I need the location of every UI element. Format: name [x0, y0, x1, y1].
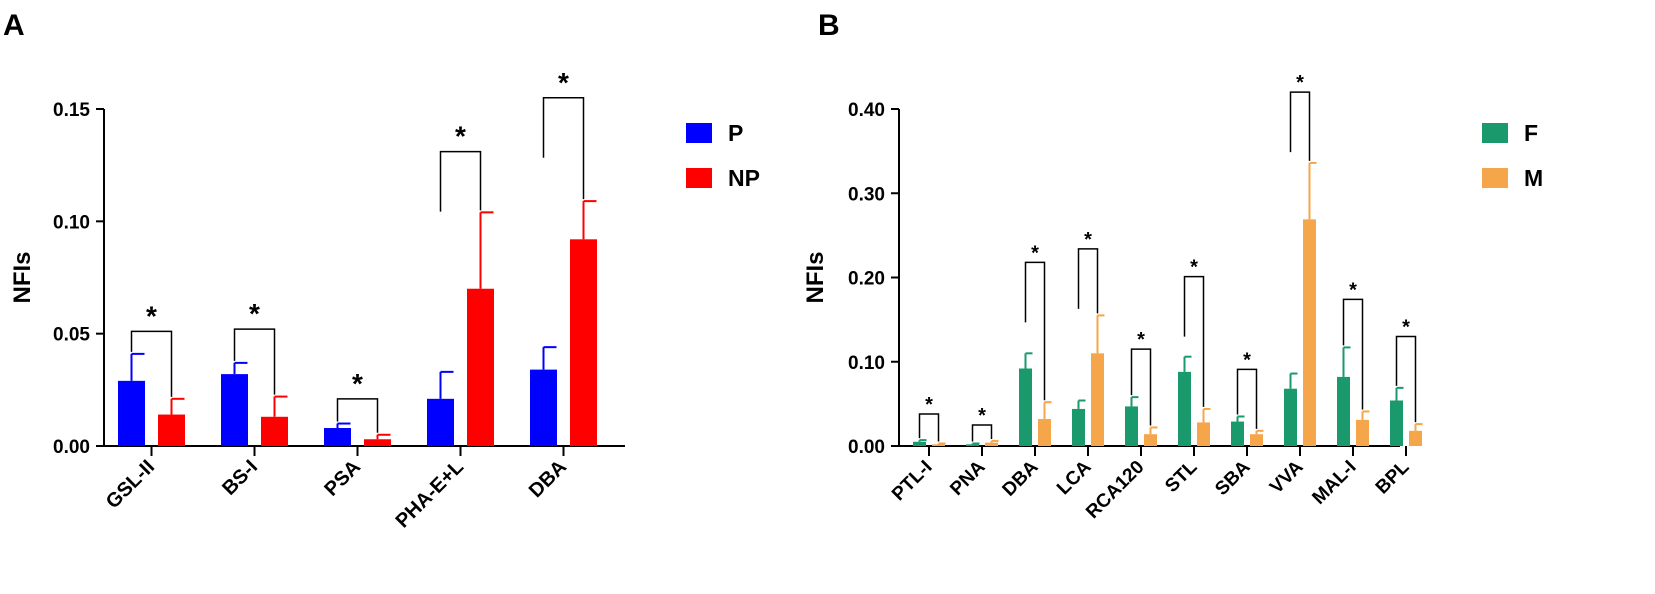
category-label: PSA [320, 456, 365, 501]
bar-np [467, 288, 494, 446]
significance-star: * [1296, 72, 1304, 94]
bar-m [985, 442, 998, 446]
legend-label-np: NP [728, 165, 760, 191]
bar-m [1303, 219, 1316, 446]
y-tick-label: 0.40 [848, 100, 885, 121]
bar-np [570, 239, 597, 446]
significance-bracket [1130, 348, 1152, 426]
category-label: PTL-I [888, 457, 936, 505]
bar-f [1178, 371, 1191, 446]
category-label: MAL-I [1308, 457, 1360, 509]
bar-m [1409, 430, 1422, 446]
significance-star: * [1084, 229, 1092, 251]
bar-f [1390, 400, 1403, 446]
legend-swatch-m [1482, 168, 1508, 188]
bar-m [932, 444, 945, 446]
category-label: SBA [1211, 456, 1254, 499]
bar-f [1337, 376, 1350, 446]
category-label: STL [1161, 456, 1202, 497]
significance-bracket [918, 413, 940, 442]
y-tick-label: 0.20 [848, 269, 885, 290]
y-tick-label: 0.00 [848, 437, 885, 458]
significance-star: * [1031, 242, 1039, 264]
significance-bracket [1236, 368, 1258, 429]
significance-star: * [146, 300, 157, 331]
category-label: BPL [1372, 456, 1414, 498]
significance-bracket [1024, 261, 1046, 401]
significance-bracket [233, 328, 276, 395]
bar-m [1250, 434, 1263, 446]
legend-label-m: M [1524, 165, 1543, 191]
y-tick-label: 0.05 [53, 325, 90, 346]
bar-p [221, 374, 248, 446]
significance-star: * [1243, 349, 1251, 371]
chart-a: 0.00 0.05 0.10 0.15 NFIs GSL-II * BS-I * PSA * PHA-… [9, 67, 760, 533]
bar-f [1284, 388, 1297, 446]
bar-f [1125, 406, 1138, 446]
bar-m [1197, 422, 1210, 446]
significance-star: * [1137, 329, 1145, 351]
bar-m [1038, 419, 1051, 446]
significance-bracket [1289, 91, 1311, 161]
category-label: BS-I [218, 456, 262, 500]
significance-bracket [1395, 335, 1417, 423]
significance-bracket [1183, 275, 1205, 407]
significance-bracket [336, 398, 379, 433]
bar-p [324, 428, 351, 446]
y-tick-label: 0.30 [848, 184, 885, 205]
y-tick-label: 0.10 [53, 212, 90, 233]
legend-swatch-np [686, 168, 712, 188]
panel-label-b: B [818, 9, 840, 42]
legend-label-p: P [728, 120, 743, 146]
category-label: LCA [1053, 456, 1096, 499]
bar-np [261, 416, 288, 446]
bar-p [118, 380, 145, 446]
category-label: PNA [946, 456, 989, 499]
significance-bracket [1342, 298, 1364, 410]
y-axis-title: NFIs [802, 251, 829, 303]
y-tick-label: 0.10 [848, 353, 885, 374]
significance-bracket [1077, 248, 1099, 314]
chart-b: 0.00 0.10 0.20 0.30 0.40 NFIs PTL-I * PNA * DBA * LC… [802, 72, 1543, 523]
significance-bracket [542, 97, 585, 200]
bar-m [1356, 419, 1369, 446]
bar-f [913, 441, 926, 446]
significance-bracket [439, 150, 482, 212]
significance-bracket [130, 330, 173, 397]
legend-swatch-f [1482, 123, 1508, 143]
category-label: DBA [999, 456, 1043, 500]
y-tick-label: 0.00 [53, 437, 90, 458]
category-label: DBA [525, 456, 571, 502]
legend-label-f: F [1524, 120, 1538, 146]
bar-f [1231, 421, 1244, 446]
category-label: GSL-II [102, 456, 159, 513]
category-label: RCA120 [1082, 457, 1148, 523]
significance-star: * [249, 298, 260, 329]
bar-f [966, 444, 979, 446]
significance-star: * [1402, 316, 1410, 338]
bar-m [1144, 434, 1157, 446]
bar-f [1072, 408, 1085, 446]
significance-star: * [1190, 257, 1198, 279]
significance-bracket [971, 424, 993, 442]
panel-label-a: A [3, 9, 25, 42]
significance-star: * [455, 121, 466, 152]
significance-star: * [558, 67, 569, 98]
category-label: PHA-E+L [392, 456, 468, 532]
significance-star: * [352, 368, 363, 399]
bar-m [1091, 353, 1104, 446]
y-tick-label: 0.15 [53, 100, 90, 121]
bar-f [1019, 368, 1032, 446]
legend-swatch-p [686, 123, 712, 143]
y-axis-title: NFIs [9, 251, 36, 303]
bar-np [364, 439, 391, 446]
bar-p [427, 398, 454, 446]
significance-star: * [925, 394, 933, 416]
bar-p [530, 369, 557, 446]
significance-star: * [1349, 279, 1357, 301]
category-label: VVA [1266, 456, 1308, 498]
significance-star: * [978, 405, 986, 427]
bar-np [158, 414, 185, 446]
